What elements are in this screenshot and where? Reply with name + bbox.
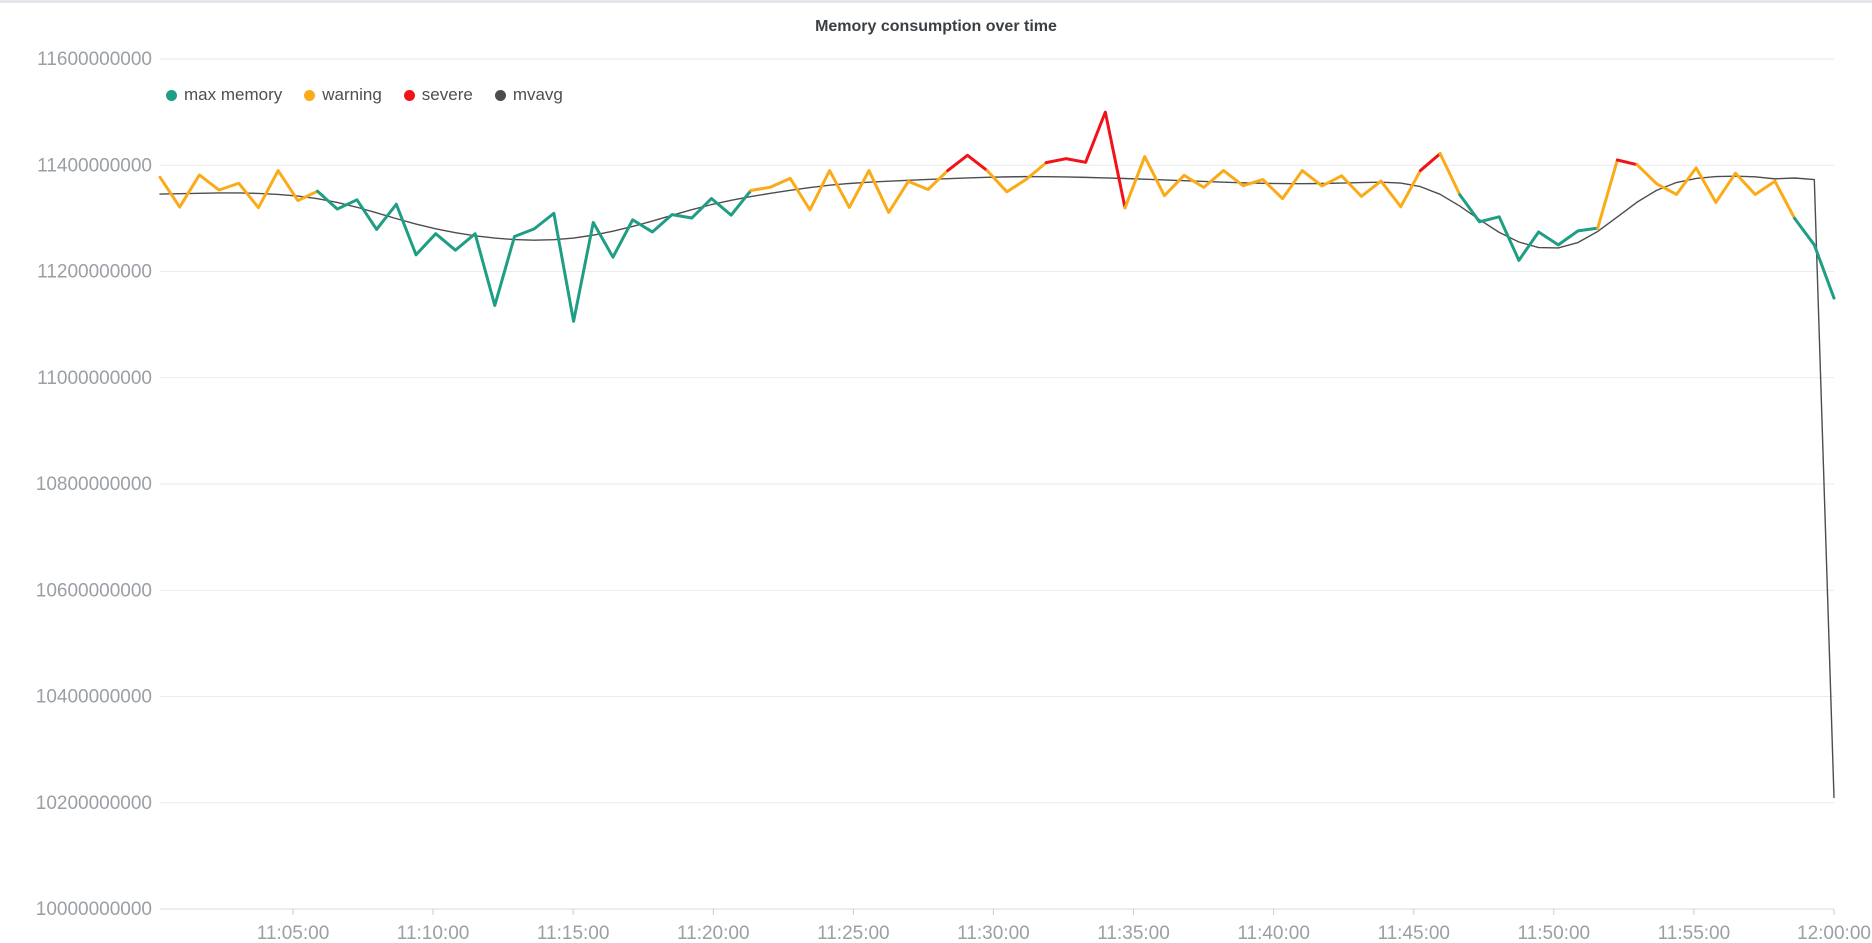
svg-text:11:30:00: 11:30:00 bbox=[957, 923, 1030, 943]
svg-text:10800000000: 10800000000 bbox=[36, 474, 152, 495]
svg-text:10400000000: 10400000000 bbox=[36, 687, 152, 708]
svg-text:11:35:00: 11:35:00 bbox=[1097, 923, 1170, 943]
svg-text:11400000000: 11400000000 bbox=[37, 155, 152, 176]
svg-text:11200000000: 11200000000 bbox=[37, 262, 152, 283]
svg-text:11:55:00: 11:55:00 bbox=[1658, 923, 1731, 943]
svg-text:12:00:00: 12:00:00 bbox=[1797, 923, 1871, 943]
svg-text:11600000000: 11600000000 bbox=[37, 49, 152, 70]
svg-text:11:45:00: 11:45:00 bbox=[1377, 923, 1450, 943]
svg-text:11:40:00: 11:40:00 bbox=[1237, 923, 1310, 943]
svg-text:11:05:00: 11:05:00 bbox=[257, 923, 330, 943]
svg-text:10000000000: 10000000000 bbox=[36, 899, 152, 920]
svg-text:11:25:00: 11:25:00 bbox=[817, 923, 890, 943]
svg-text:11:10:00: 11:10:00 bbox=[397, 923, 470, 943]
svg-text:11:20:00: 11:20:00 bbox=[677, 923, 750, 943]
svg-text:10600000000: 10600000000 bbox=[36, 580, 152, 601]
svg-text:11000000000: 11000000000 bbox=[37, 368, 152, 389]
svg-text:11:50:00: 11:50:00 bbox=[1518, 923, 1591, 943]
svg-text:11:15:00: 11:15:00 bbox=[537, 923, 610, 943]
svg-text:10200000000: 10200000000 bbox=[36, 793, 152, 814]
